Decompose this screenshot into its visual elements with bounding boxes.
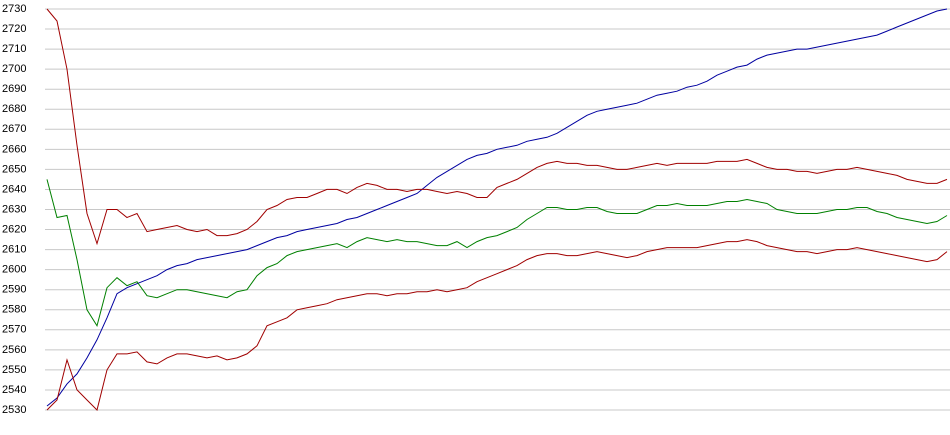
y-tick-label: 2600 <box>2 264 26 276</box>
y-tick-label: 2580 <box>2 304 26 316</box>
y-tick-label: 2550 <box>2 364 26 376</box>
series-line <box>46 8 948 246</box>
y-tick-label: 2720 <box>2 23 26 35</box>
y-tick-label: 2630 <box>2 203 26 215</box>
y-tick-label: 2690 <box>2 83 26 95</box>
series-line <box>46 179 948 328</box>
y-tick-label: 2640 <box>2 183 26 195</box>
series-line <box>46 239 948 411</box>
series-line <box>46 8 948 407</box>
y-tick-label: 2680 <box>2 103 26 115</box>
y-tick-label: 2670 <box>2 123 26 135</box>
y-tick-label: 2650 <box>2 163 26 175</box>
y-tick-label: 2540 <box>2 384 26 396</box>
y-tick-label: 2700 <box>2 63 26 75</box>
y-tick-label: 2620 <box>2 223 26 235</box>
y-tick-label: 2730 <box>2 3 26 15</box>
y-tick-label: 2710 <box>2 43 26 55</box>
y-tick-label: 2530 <box>2 404 26 416</box>
y-tick-label: 2660 <box>2 143 26 155</box>
y-tick-label: 2560 <box>2 344 26 356</box>
y-tick-label: 2590 <box>2 284 26 296</box>
y-tick-label: 2570 <box>2 324 26 336</box>
y-tick-label: 2610 <box>2 244 26 256</box>
